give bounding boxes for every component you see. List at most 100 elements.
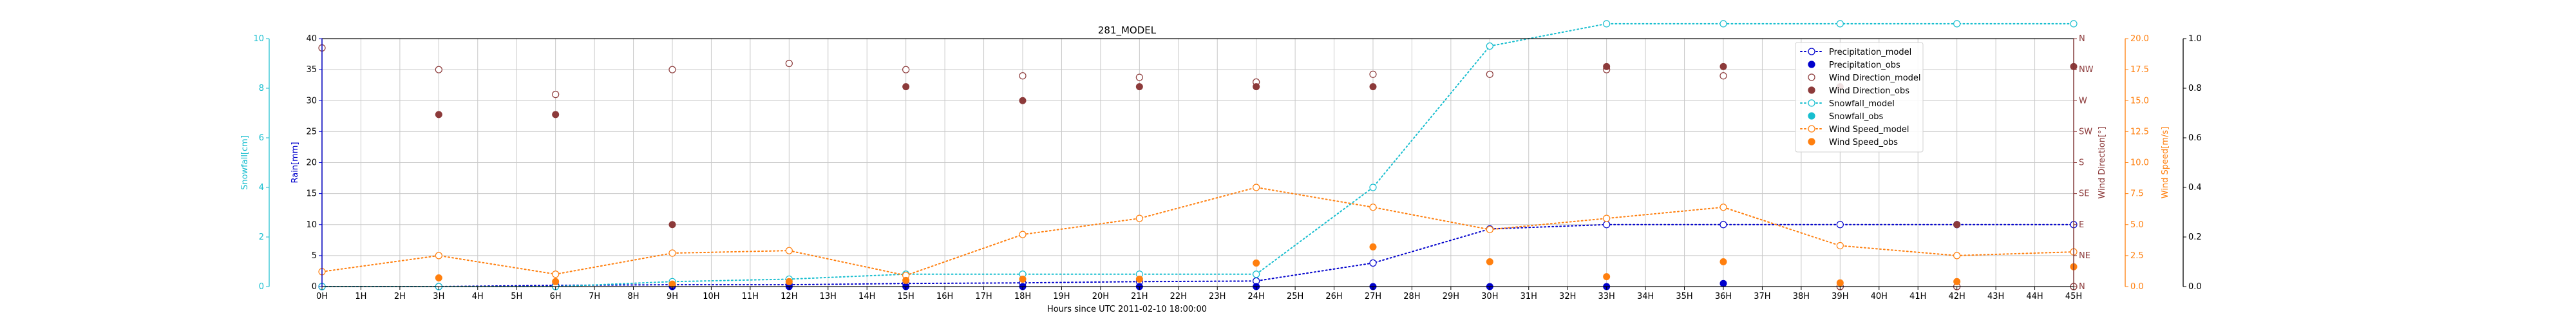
- wind-speed-model-point: [1135, 214, 1143, 222]
- snowfall-model-line: [321, 23, 2074, 287]
- wind-speed-obs-point: [1719, 258, 1727, 265]
- wind-speed-model-point: [1369, 204, 1377, 211]
- wind-speed-tick-label: 20.0: [2130, 34, 2149, 44]
- rain-tick-label: 10: [306, 220, 317, 230]
- wind-speed-model-point: [1486, 225, 1493, 234]
- axes-layer: 0H 1H 2H 3H 4H 5H 6H 7H 8H 9H 10H 11H 12H 13H 14H 15H 16…: [240, 34, 2202, 301]
- wind-direction-model-point: [1369, 70, 1377, 78]
- wind-direction-obs-point: [1953, 221, 1961, 229]
- x-tick-label: 45H: [2065, 292, 2082, 301]
- x-tick-label: 19H: [1053, 292, 1070, 301]
- x-tick-label: 28H: [1403, 292, 1420, 301]
- wind-direction-model-point: [668, 66, 676, 73]
- legend-entry: Snowfall_model: [1829, 99, 1895, 109]
- snowfall-tick-label: 6: [259, 133, 264, 143]
- x-tick-label: 25H: [1287, 292, 1303, 301]
- wind-direction-obs-point: [1019, 97, 1027, 104]
- x-tick-label: 2H: [394, 292, 406, 301]
- wind-speed-model-point: [552, 270, 560, 278]
- x-tick-label: 14H: [858, 292, 875, 301]
- rain-tick-label: 40: [306, 34, 317, 44]
- legend-entry: Wind Speed_model: [1829, 125, 1909, 135]
- wind-direction-obs-point: [435, 111, 442, 118]
- legend-entry: Wind Speed_obs: [1829, 138, 1898, 147]
- x-tick-label: 40H: [1871, 292, 1888, 301]
- legend-marker: [1808, 73, 1815, 81]
- x-tick-label: 11H: [742, 292, 759, 301]
- x-tick-label: 5H: [511, 292, 522, 301]
- wind-direction-obs-point: [1135, 83, 1143, 91]
- wind-direction-model-point: [785, 59, 793, 68]
- rain-tick-label: 5: [312, 251, 317, 261]
- secondary-wind-speed-tick-label: 0.8: [2188, 84, 2202, 93]
- wind-direction-obs-point: [902, 83, 910, 91]
- wind-direction-tick-label: NE: [2079, 251, 2090, 261]
- wind-direction-tick-label: E: [2079, 220, 2084, 230]
- wind-speed-model-point: [1603, 214, 1611, 222]
- snowfall-model-point: [1486, 42, 1493, 50]
- x-tick-label: 12H: [781, 292, 797, 301]
- legend-marker: [1808, 138, 1815, 146]
- snowfall-model-point: [1836, 20, 1844, 28]
- wind-speed-tick-label: 12.5: [2130, 127, 2149, 137]
- wind-direction-tick-label: SW: [2079, 127, 2092, 137]
- wind-direction-model-point: [902, 66, 910, 73]
- wind-direction-model-point: [435, 66, 442, 73]
- x-tick-label: 37H: [1754, 292, 1770, 301]
- precipitation-model-point: [1836, 221, 1844, 229]
- snowfall-model-point: [2070, 20, 2078, 28]
- x-tick-label: 35H: [1676, 292, 1692, 301]
- snowfall-tick-label: 10: [253, 34, 264, 44]
- wind-direction-obs-point: [668, 221, 676, 229]
- x-tick-label: 8H: [628, 292, 639, 301]
- rain-tick-label: 20: [306, 158, 317, 168]
- x-tick-label: 3H: [433, 292, 444, 301]
- wind-direction-obs-point: [1603, 62, 1611, 70]
- snowfall-tick-label: 8: [259, 84, 264, 93]
- precipitation-model-point: [1369, 259, 1377, 267]
- wind-speed-tick-label: 2.5: [2130, 251, 2144, 261]
- x-tick-label: 38H: [1793, 292, 1810, 301]
- snowfall-model-point: [1603, 20, 1611, 28]
- wind-speed-model-point: [1253, 184, 1260, 191]
- wind-speed-tick-label: 5.0: [2130, 220, 2144, 230]
- wind-direction-tick-label: N: [2079, 282, 2085, 292]
- precipitation-obs-point: [1719, 279, 1727, 287]
- snowfall-tick-label: 0: [259, 282, 264, 292]
- legend-marker: [1808, 61, 1815, 68]
- x-tick-label: 4H: [472, 292, 484, 301]
- snowfall-model-point: [1719, 20, 1727, 28]
- x-tick-label: 6H: [550, 292, 562, 301]
- x-tick-label: 26H: [1325, 292, 1342, 301]
- chart-title: 281_MODEL: [1098, 24, 1157, 37]
- snowfall-model-point: [1369, 184, 1377, 191]
- x-tick-label: 43H: [1987, 292, 2004, 301]
- x-tick-label: 21H: [1131, 292, 1148, 301]
- wind-speed-tick-label: 10.0: [2130, 158, 2149, 168]
- wind-direction-model-point: [1486, 70, 1493, 78]
- legend-entry: Precipitation_model: [1829, 48, 1911, 57]
- wind-speed-obs-point: [1019, 275, 1027, 283]
- wind-direction-obs-point: [1369, 83, 1377, 91]
- wind-direction-model-point: [1135, 73, 1143, 81]
- snowfall-tick-label: 4: [259, 183, 264, 193]
- wind-direction-tick-label: S: [2079, 158, 2084, 168]
- wind-speed-obs-point: [1836, 279, 1844, 287]
- rain-tick-label: 30: [306, 96, 317, 106]
- legend-entry: Wind Direction_obs: [1829, 86, 1909, 96]
- wind-speed-tick-label: 7.5: [2130, 189, 2144, 199]
- legend-marker: [1808, 86, 1815, 94]
- legend: Precipitation_model Precipitation_obs Wind…: [1795, 42, 1924, 153]
- legend-marker: [1808, 48, 1815, 55]
- wind-direction-obs-point: [552, 111, 560, 118]
- wind-direction-obs-point: [1253, 83, 1260, 91]
- wind-speed-obs-point: [552, 278, 560, 285]
- x-tick-label: 41H: [1909, 292, 1926, 301]
- wind-speed-axis-label: Wind Speed[m/s]: [2161, 127, 2170, 199]
- x-tick-label: 22H: [1170, 292, 1187, 301]
- precipitation-model-line: [321, 223, 2074, 287]
- x-tick-label: 10H: [703, 292, 719, 301]
- x-tick-label: 27H: [1365, 292, 1381, 301]
- wind-direction-tick-label: NW: [2079, 65, 2094, 75]
